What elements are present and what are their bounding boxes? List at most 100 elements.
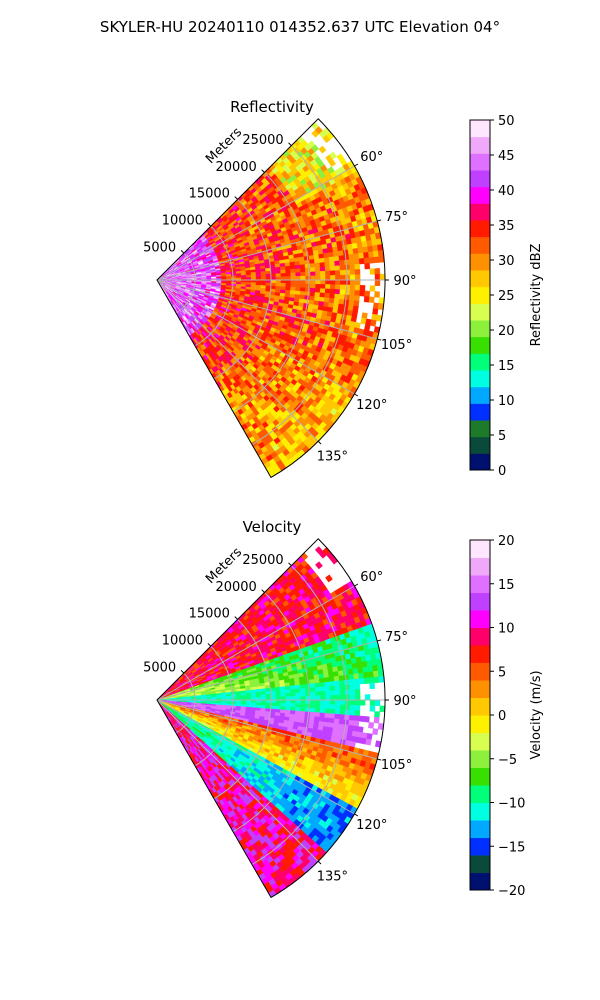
colorbar-tick-label: 15 <box>498 578 515 593</box>
colorbar-tick-label: −10 <box>498 797 525 812</box>
polar-grid <box>156 565 385 865</box>
radial-tick-label: 25000 <box>242 133 283 148</box>
azimuth-tick-label: 90° <box>393 694 416 709</box>
azimuth-tick <box>317 860 322 865</box>
azimuth-spoke <box>156 279 319 442</box>
azimuth-spoke <box>156 640 378 701</box>
colorbar-label: Reflectivity dBZ <box>529 244 544 347</box>
colorbar-label: Velocity (m/s) <box>529 670 544 759</box>
colorbar-segment <box>470 872 490 891</box>
colorbar-segment <box>470 403 490 421</box>
range-ring <box>175 252 196 314</box>
colorbar-segment <box>470 120 490 138</box>
azimuth-spoke <box>156 699 319 862</box>
azimuth-spoke <box>156 699 378 760</box>
colorbar-segment <box>470 203 490 221</box>
azimuth-tick <box>354 163 359 167</box>
azimuth-spoke <box>156 279 378 340</box>
colorbar-tick-label: 25 <box>498 289 515 304</box>
range-ring <box>194 225 234 347</box>
azimuth-tick-label: 60° <box>360 150 383 165</box>
colorbar-segment <box>470 732 490 751</box>
azimuth-tick-label: 105° <box>381 758 412 773</box>
colorbar-segment <box>470 557 490 576</box>
radial-tick <box>180 669 185 674</box>
radial-tick-label: 10000 <box>162 634 203 649</box>
colorbar-segment <box>470 436 490 454</box>
colorbar-segment <box>470 767 490 786</box>
colorbar-segment <box>470 420 490 438</box>
colorbar-segment <box>470 170 490 188</box>
colorbar-segment <box>470 820 490 838</box>
azimuth-spoke <box>156 585 355 701</box>
colorbar-tick-label: 45 <box>498 149 515 164</box>
colorbar-segment <box>470 715 490 733</box>
colorbar-segment <box>470 802 490 821</box>
colorbar-segment <box>470 837 490 856</box>
colorbar-segment <box>470 627 490 646</box>
azimuth-spoke <box>156 165 355 281</box>
azimuth-spoke <box>156 279 355 395</box>
radial-tick <box>234 196 238 200</box>
colorbar-tick-label: −5 <box>498 753 517 768</box>
azimuth-tick <box>354 583 359 587</box>
radial-tick <box>207 643 212 647</box>
polar-grid <box>156 145 385 445</box>
colorbar-tick-label: 40 <box>498 184 515 199</box>
colorbar-tick-label: 20 <box>498 534 515 549</box>
azimuth-tick <box>377 338 382 341</box>
azimuth-tick <box>377 219 382 222</box>
radial-tick <box>234 616 238 620</box>
azimuth-tick-label: 60° <box>360 570 383 585</box>
colorbar-tick-label: −20 <box>498 884 525 899</box>
radial-tick <box>261 589 265 593</box>
azimuth-tick <box>354 393 359 397</box>
range-ring <box>251 565 348 865</box>
colorbar-segment <box>470 336 490 354</box>
colorbar-segment <box>470 186 490 204</box>
sector-frame <box>156 538 386 899</box>
azimuth-tick <box>317 440 322 445</box>
colorbar-segment <box>470 153 490 171</box>
radial-tick <box>288 142 292 147</box>
radial-tick-label: 15000 <box>189 607 230 622</box>
colorbar-tick-label: 0 <box>498 709 506 724</box>
radial-tick-label: 20000 <box>215 160 256 175</box>
panel-title: Velocity <box>243 518 302 536</box>
colorbar-tick-label: 30 <box>498 254 515 269</box>
colorbar-segment <box>470 575 490 593</box>
radial-tick <box>207 223 212 227</box>
azimuth-tick <box>354 813 359 817</box>
colorbar-tick-label: 10 <box>498 394 515 409</box>
colorbar-segment <box>470 253 490 271</box>
colorbar-segment <box>470 855 490 873</box>
colorbar-segment <box>470 220 490 238</box>
radial-tick-label: 5000 <box>143 660 176 675</box>
colorbar-tick-label: 5 <box>498 665 506 680</box>
colorbar-tick-label: −15 <box>498 840 525 855</box>
colorbar-segment <box>470 540 490 558</box>
colorbar-segment <box>470 750 490 768</box>
velocity-colorbar: −20 −15 −10 −5 0 5 10 15 20 Velocity (m/s) <box>469 534 544 899</box>
colorbar-segment <box>470 662 490 681</box>
colorbar-segment <box>470 785 490 803</box>
radar-data <box>157 122 385 478</box>
azimuth-tick-label: 135° <box>317 869 348 884</box>
azimuth-tick-label: 75° <box>385 630 408 645</box>
colorbar-segment <box>470 645 490 663</box>
azimuth-spoke <box>156 699 355 815</box>
azimuth-tick-label: 75° <box>385 210 408 225</box>
radial-tick-label: 25000 <box>242 553 283 568</box>
colorbar-tick-label: 10 <box>498 622 515 637</box>
colorbar-segment <box>470 370 490 388</box>
radial-tick <box>180 249 185 254</box>
colorbar-tick-label: 50 <box>498 114 515 129</box>
colorbar-segment <box>470 270 490 288</box>
azimuth-tick-label: 135° <box>317 449 348 464</box>
range-ring <box>213 619 272 800</box>
colorbar-segment <box>470 697 490 716</box>
colorbar-tick-label: 20 <box>498 324 515 339</box>
range-ring <box>175 672 196 734</box>
colorbar-segment <box>470 303 490 321</box>
